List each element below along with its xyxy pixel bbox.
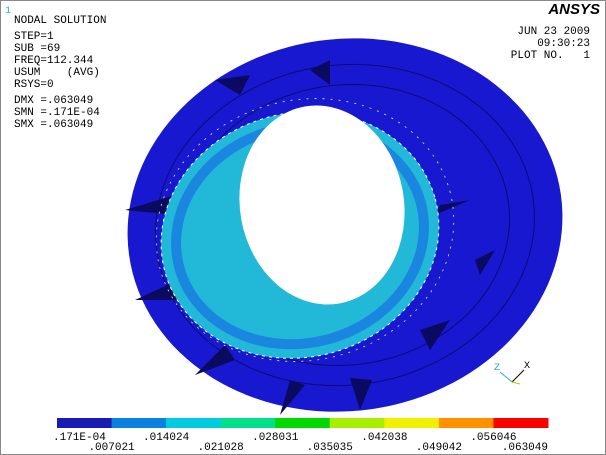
legend-swatch — [438, 418, 494, 428]
info-line: SMN =.171E-04 — [14, 107, 100, 119]
info-line: RSYS=0 — [14, 79, 54, 91]
legend-label: .014024 — [143, 432, 190, 444]
legend-swatch — [493, 418, 549, 428]
legend-label: .028031 — [252, 432, 299, 444]
legend-swatch — [57, 418, 113, 428]
legend-swatch — [220, 418, 276, 428]
legend-label: .063049 — [502, 442, 548, 454]
wireframe — [160, 111, 440, 359]
legend-label: .171E-04 — [53, 432, 106, 444]
info-line: DMX =.063049 — [14, 95, 93, 107]
legend-swatch — [384, 418, 440, 428]
legend-swatch — [111, 418, 167, 428]
plot-title: NODAL SOLUTION — [14, 15, 106, 27]
triad-axis — [511, 369, 525, 383]
legend-label: .056046 — [470, 432, 516, 444]
logo: ANSYS — [547, 1, 600, 18]
stamp-line: 09:30:23 — [537, 38, 590, 50]
stamp-line: PLOT NO. 1 — [511, 50, 591, 62]
hole — [239, 105, 405, 305]
model — [125, 38, 563, 415]
legend-swatch — [275, 418, 331, 428]
triad-axis — [499, 371, 513, 383]
wireframe — [155, 98, 455, 362]
fins — [125, 60, 495, 415]
triad-z: Z — [494, 363, 500, 374]
legend-label: .021028 — [198, 442, 244, 454]
legend-label: .049042 — [416, 442, 462, 454]
legend-label: .035035 — [307, 442, 353, 454]
triad-axis — [511, 381, 521, 385]
info-line: FREQ=112.344 — [14, 55, 94, 67]
stamp-line: JUN 23 2009 — [517, 26, 590, 38]
info-line: USUM (AVG) — [14, 67, 100, 79]
color-legend: .171E-04.007021 .014024 .021028 .028031 .035… — [53, 418, 549, 454]
legend-label: .007021 — [88, 442, 135, 454]
legend-swatch — [329, 418, 385, 428]
window-number: 1 — [5, 6, 11, 17]
info-line: SMX =.063049 — [14, 119, 93, 131]
info-line: STEP=1 — [14, 31, 54, 43]
legend-swatch — [166, 418, 222, 428]
triad-x: X — [524, 361, 530, 372]
info-line: SUB =69 — [14, 43, 60, 55]
triad: Z X — [494, 361, 530, 385]
legend-label: .042038 — [361, 432, 407, 444]
